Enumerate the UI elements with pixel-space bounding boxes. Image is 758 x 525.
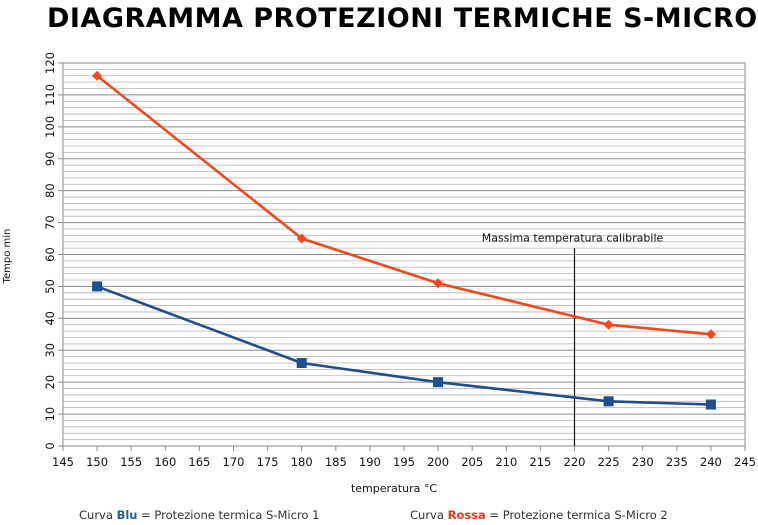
annotation-label: Massima temperatura calibrabile [482, 232, 664, 245]
x-tick-label: 220 [564, 455, 586, 469]
axis-layer: 145 150 155 160 165 170 175 180 185 190 195 200 205 2… [43, 52, 756, 469]
x-tick-label: 185 [325, 455, 347, 469]
x-tick-label: 145 [52, 455, 74, 469]
y-tick-label: 10 [43, 407, 57, 422]
x-tick-label: 215 [529, 455, 551, 469]
x-tick-label: 180 [291, 455, 313, 469]
legend-blue: Curva Blu = Protezione termica S-Micro 1 [79, 508, 319, 522]
x-tick-label: 150 [86, 455, 108, 469]
data-point-blue [433, 377, 444, 388]
chart-title: DIAGRAMMA PROTEZIONI TERMICHE S-MICRO [47, 3, 758, 34]
x-tick-label: 230 [632, 455, 654, 469]
x-tick-label: 240 [700, 455, 722, 469]
legend-blue-prefix: Curva [79, 508, 117, 522]
legend-red: Curva Rossa = Protezione termica S-Micro… [410, 508, 668, 522]
data-point-blue [603, 396, 614, 407]
series-layer [92, 70, 716, 410]
y-tick-label: 40 [43, 311, 57, 326]
y-tick-label: 110 [43, 84, 57, 106]
legend-blue-keyword: Blu [116, 508, 138, 522]
y-tick-label: 80 [43, 183, 57, 198]
data-point-blue [705, 399, 716, 410]
y-tick-label: 50 [43, 279, 57, 294]
y-tick-label: 90 [43, 151, 57, 166]
x-tick-label: 245 [734, 455, 756, 469]
legend-red-keyword: Rossa [447, 508, 486, 522]
x-tick-label: 235 [666, 455, 688, 469]
y-tick-label: 60 [43, 247, 57, 262]
x-tick-label: 205 [461, 455, 483, 469]
data-point-blue [92, 281, 103, 292]
x-tick-label: 195 [393, 455, 415, 469]
data-point-red [603, 319, 614, 330]
y-tick-label: 30 [43, 343, 57, 358]
y-tick-label: 0 [43, 442, 57, 449]
series-line-blue [96, 285, 711, 406]
x-tick-label: 160 [154, 455, 176, 469]
x-tick-label: 165 [188, 455, 210, 469]
y-tick-label: 70 [43, 215, 57, 230]
x-tick-label: 170 [223, 455, 245, 469]
legend-blue-suffix: = Protezione termica S-Micro 1 [137, 508, 320, 522]
x-tick-label: 225 [598, 455, 620, 469]
x-tick-label: 200 [427, 455, 449, 469]
legend-red-prefix: Curva [410, 508, 448, 522]
x-tick-label: 190 [359, 455, 381, 469]
x-tick-label: 175 [257, 455, 279, 469]
y-tick-label: 120 [43, 52, 57, 74]
grid-layer [63, 62, 745, 447]
y-tick-label: 20 [43, 375, 57, 390]
series-line-red [96, 74, 712, 336]
y-axis-label: Tempo min [2, 229, 13, 285]
x-tick-label: 210 [495, 455, 517, 469]
data-point-red [705, 329, 716, 340]
data-point-blue [296, 358, 307, 369]
data-point-red [296, 233, 307, 244]
data-point-red [92, 70, 103, 81]
legend-red-suffix: = Protezione termica S-Micro 2 [485, 508, 668, 522]
x-axis-label: temperatura °C [351, 482, 437, 495]
data-point-red [433, 278, 444, 289]
y-tick-label: 100 [43, 116, 57, 138]
annotation-layer: Massima temperatura calibrabile [482, 232, 664, 446]
x-tick-label: 155 [120, 455, 142, 469]
